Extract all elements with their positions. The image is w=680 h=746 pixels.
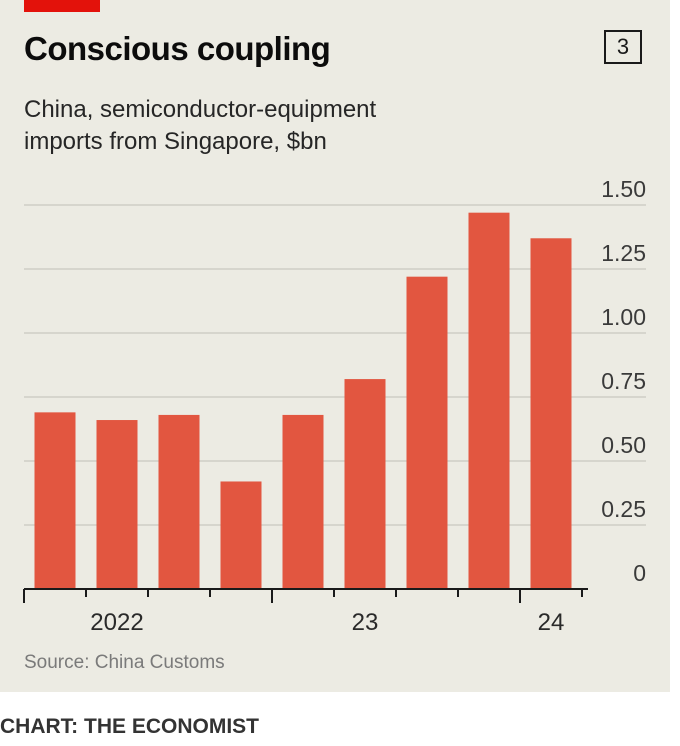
y-tick-label: 0	[633, 560, 646, 586]
chart-number-badge: 3	[604, 30, 642, 64]
x-tick-label: 23	[352, 609, 379, 636]
bar-7	[406, 276, 448, 589]
subtitle-line-1: China, semiconductor-equipment	[24, 96, 377, 123]
y-tick-label: 0.25	[601, 496, 646, 522]
bar-3	[158, 414, 200, 589]
bar-9	[530, 238, 572, 589]
bar-8	[468, 212, 510, 589]
y-tick-label: 0.75	[601, 368, 646, 394]
bar-4	[220, 481, 262, 589]
x-tick-label: 2022	[90, 609, 143, 636]
chart-credit: CHART: THE ECONOMIST	[0, 715, 259, 738]
x-tick-label: 24	[538, 609, 565, 636]
bar-5	[282, 414, 324, 589]
y-tick-label: 1.25	[601, 240, 646, 266]
bar-chart: 0 0.25 0.50 0.75 1.00 1.25 1.50 2022 23 24	[23, 176, 646, 636]
y-tick-label: 1.50	[601, 176, 646, 202]
chart-panel: Conscious coupling 3 China, semiconducto…	[0, 0, 670, 692]
y-tick-label: 1.00	[601, 304, 646, 330]
y-tick-label: 0.50	[601, 432, 646, 458]
brand-tag	[24, 0, 100, 12]
bar-2	[96, 420, 138, 589]
chart-title: Conscious coupling	[24, 30, 331, 67]
subtitle-line-2: imports from Singapore, $bn	[24, 128, 327, 155]
bar-1	[34, 412, 76, 589]
bar-6	[344, 379, 386, 589]
chart-subtitle: China, semiconductor-equipment imports f…	[24, 94, 484, 158]
source-note: Source: China Customs	[24, 652, 225, 673]
